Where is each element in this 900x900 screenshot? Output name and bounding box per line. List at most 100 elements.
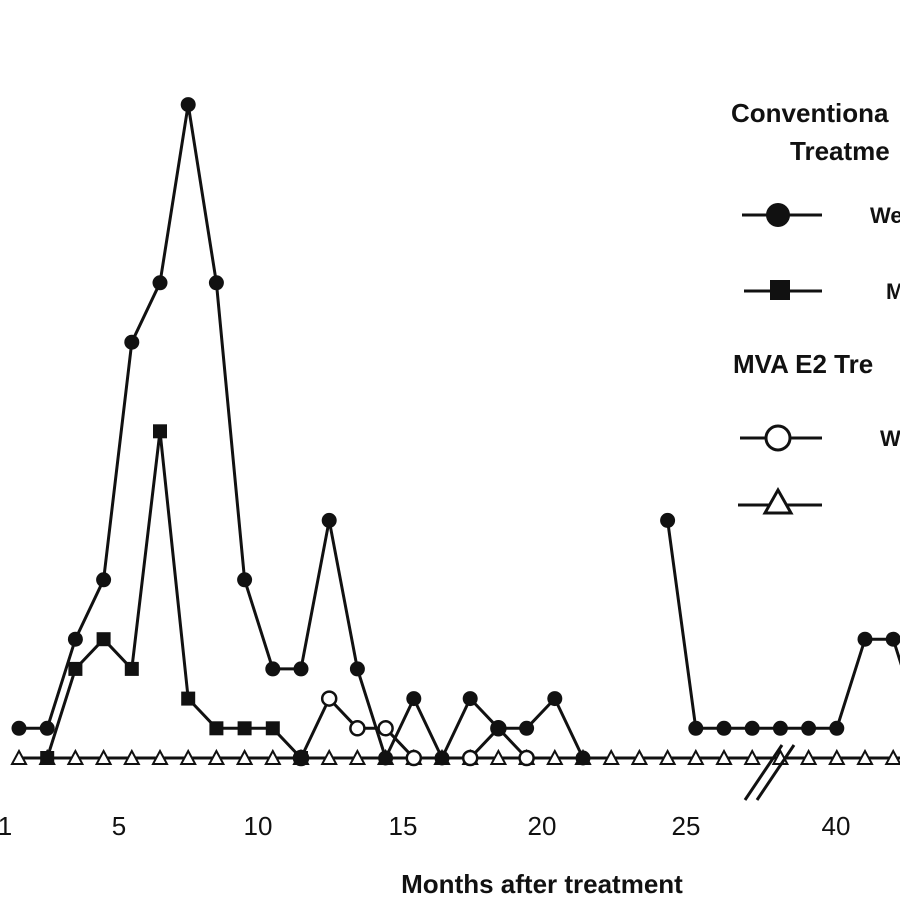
series-3-point-24 xyxy=(658,748,677,765)
legend-label-m: M xyxy=(886,279,900,304)
series-2-point-14 xyxy=(377,720,394,737)
series-3-point-20 xyxy=(546,748,564,765)
series-1-point-11 xyxy=(294,751,308,765)
series-3-point-27 xyxy=(743,748,761,765)
x-tick-label-10: 10 xyxy=(244,811,273,841)
series-1-point-2 xyxy=(40,751,55,765)
series-0-line-0 xyxy=(19,103,585,760)
series-3-point-8 xyxy=(207,748,226,765)
x-tick-labels: 1 5 10 15 20 25 40 xyxy=(0,811,850,841)
series-3-point-41 xyxy=(884,748,900,765)
series-1-point-5 xyxy=(124,661,139,676)
series-1-point-6 xyxy=(153,424,167,439)
series-0 xyxy=(11,97,900,766)
series-3-point-40 xyxy=(856,748,874,765)
series-0-point-26 xyxy=(716,720,732,736)
series-3-point-5 xyxy=(123,748,141,765)
series-0-point-21 xyxy=(575,750,591,766)
series-3-point-12 xyxy=(320,748,338,765)
series-0-point-11 xyxy=(293,661,309,677)
series-1-point-9 xyxy=(237,721,252,736)
legend-heading-mva-e2: MVA E2 Tre xyxy=(733,349,873,379)
series-0-point-10 xyxy=(265,661,281,677)
series-0-point-7 xyxy=(180,97,196,113)
legend: Conventiona Treatme MVA E2 Tre We M W xyxy=(731,98,900,515)
series-3-point-18 xyxy=(489,748,508,765)
series-0-point-15 xyxy=(406,691,422,707)
series-1 xyxy=(40,424,308,765)
series-0-point-28 xyxy=(772,720,788,736)
series-1-point-8 xyxy=(209,721,224,736)
x-tick-label-5: 5 xyxy=(112,811,126,841)
legend-heading-conventional: Conventiona xyxy=(731,98,889,128)
series-0-point-6 xyxy=(152,275,168,291)
series-0-point-3 xyxy=(67,631,83,647)
series-3-point-23 xyxy=(630,748,649,765)
series-3-point-1 xyxy=(10,748,28,765)
series-2-point-19 xyxy=(518,749,535,767)
x-tick-label-15: 15 xyxy=(389,811,418,841)
series-0-point-17 xyxy=(462,691,478,707)
series-0-point-39 xyxy=(829,720,845,736)
series-3-point-9 xyxy=(235,748,254,765)
legend-entry-we: We xyxy=(742,203,900,228)
series-3-point-3 xyxy=(66,748,85,765)
x-tick-label-1: 1 xyxy=(0,811,12,841)
legend-entry-triangle xyxy=(738,486,822,515)
legend-label-we: We xyxy=(870,203,900,228)
filled-circle-marker-icon xyxy=(766,203,790,227)
series-0-point-20 xyxy=(547,691,563,707)
series-0-point-41 xyxy=(885,631,900,647)
series-0-point-16 xyxy=(434,750,450,766)
series-1-point-3 xyxy=(68,661,83,676)
legend-entry-m: M xyxy=(744,279,900,304)
series-1-point-4 xyxy=(96,632,111,647)
x-tick-label-40: 40 xyxy=(822,811,851,841)
legend-heading-treatment: Treatme xyxy=(790,136,890,166)
series-3-point-7 xyxy=(179,748,197,765)
x-tick-label-25: 25 xyxy=(672,811,701,841)
series-1-point-10 xyxy=(265,721,280,736)
series-2-point-12 xyxy=(320,690,338,707)
series-3-point-6 xyxy=(151,748,169,765)
x-axis xyxy=(743,744,796,801)
open-circle-marker-icon xyxy=(764,424,792,452)
open-triangle-marker-icon xyxy=(762,486,794,515)
series-3-point-29 xyxy=(799,748,818,765)
legend-label-w: W xyxy=(880,426,900,451)
series-0-point-9 xyxy=(237,572,253,588)
series-0-point-4 xyxy=(96,572,112,588)
series-0-point-12 xyxy=(321,512,337,528)
series-2-point-17 xyxy=(461,749,479,767)
series-3-point-39 xyxy=(828,748,846,765)
series-0-point-19 xyxy=(519,720,535,736)
series-3-point-13 xyxy=(348,748,367,765)
series-0-point-13 xyxy=(349,661,365,677)
series-0-point-27 xyxy=(744,720,760,736)
series-0-point-18 xyxy=(490,720,506,736)
series-3-point-22 xyxy=(602,748,620,765)
series-1-line-0 xyxy=(45,429,303,760)
series-0-point-1 xyxy=(11,720,27,736)
series-0-point-2 xyxy=(39,720,55,736)
series-2-point-13 xyxy=(349,720,366,737)
series-3-point-25 xyxy=(687,748,705,765)
filled-square-marker-icon xyxy=(770,280,790,300)
series-3 xyxy=(10,748,900,765)
series-0-point-14 xyxy=(378,750,394,766)
series-1-point-7 xyxy=(181,691,196,706)
series-3-point-10 xyxy=(264,748,282,765)
series-3-point-4 xyxy=(94,748,113,765)
x-axis-title: Months after treatment xyxy=(401,869,683,899)
series-0-point-29 xyxy=(801,720,817,736)
series-0-line-1 xyxy=(666,520,900,730)
series-0-point-5 xyxy=(124,334,140,350)
axis-break-marks xyxy=(743,744,796,801)
series-2-point-15 xyxy=(405,749,423,767)
x-tick-label-20: 20 xyxy=(528,811,557,841)
series-0-point-40 xyxy=(857,631,873,647)
series-0-point-25 xyxy=(688,720,704,736)
legend-entry-w: W xyxy=(740,424,900,452)
series-0-point-8 xyxy=(208,275,224,291)
